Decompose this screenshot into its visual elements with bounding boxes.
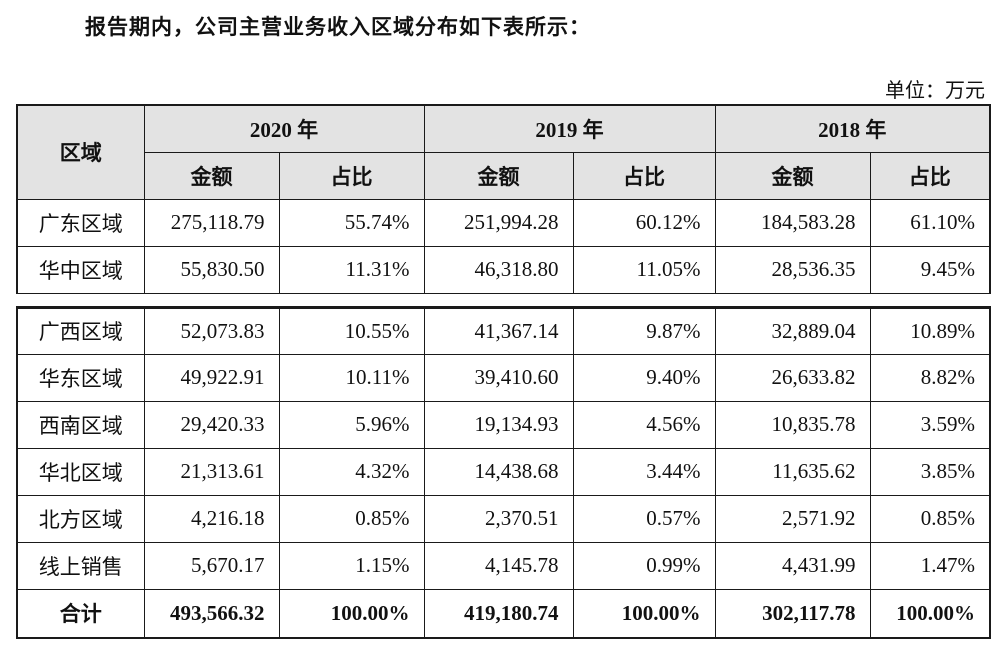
value-cell: 21,313.61 xyxy=(143,447,280,496)
region-name-cell: 华北区域 xyxy=(16,447,145,496)
header-row-metrics: 金额 占比 金额 占比 金额 占比 xyxy=(17,151,991,200)
region-name-cell: 广西区域 xyxy=(16,306,145,355)
value-cell: 0.99% xyxy=(572,541,716,590)
value-cell: 1.47% xyxy=(869,541,991,590)
value-cell: 46,318.80 xyxy=(423,245,574,294)
table-row: 华北区域 21,313.61 4.32% 14,438.68 3.44% 11,635.6… xyxy=(16,447,991,496)
value-cell: 2,571.92 xyxy=(714,494,871,543)
value-cell: 0.85% xyxy=(869,494,991,543)
header-year-2019: 2019 年 xyxy=(423,104,716,153)
value-cell: 100.00% xyxy=(869,588,991,639)
value-cell: 251,994.28 xyxy=(423,198,574,247)
value-cell: 9.87% xyxy=(572,306,716,355)
value-cell: 55.74% xyxy=(278,198,425,247)
value-cell: 302,117.78 xyxy=(714,588,871,639)
value-cell: 19,134.93 xyxy=(423,400,574,449)
value-cell: 11.05% xyxy=(572,245,716,294)
header-region: 区域 xyxy=(16,104,145,200)
revenue-region-table: 区域 2020 年 2019 年 2018 年 金额 占比 金额 占比 金额 占… xyxy=(16,104,991,639)
header-year-2018: 2018 年 xyxy=(714,104,991,153)
value-cell: 14,438.68 xyxy=(423,447,574,496)
value-cell: 5.96% xyxy=(278,400,425,449)
value-cell: 28,536.35 xyxy=(714,245,871,294)
header-share-2018: 占比 xyxy=(869,151,991,200)
value-cell: 1.15% xyxy=(278,541,425,590)
header-row-years: 区域 2020 年 2019 年 2018 年 xyxy=(16,104,991,200)
table-row: 合计 493,566.32 100.00% 419,180.74 100.00% 302,… xyxy=(16,588,991,639)
value-cell: 0.85% xyxy=(278,494,425,543)
table-body-section-1: 广东区域 275,118.79 55.74% 251,994.28 60.12% 184,… xyxy=(16,198,991,294)
table-row: 线上销售 5,670.17 1.15% 4,145.78 0.99% 4,431.99 1.… xyxy=(16,541,991,590)
table-row: 北方区域 4,216.18 0.85% 2,370.51 0.57% 2,571.92 0.… xyxy=(16,494,991,543)
region-name-cell: 广东区域 xyxy=(16,198,145,247)
region-name-cell: 华东区域 xyxy=(16,353,145,402)
header-share-2020: 占比 xyxy=(278,151,425,200)
value-cell: 60.12% xyxy=(572,198,716,247)
table-body-section-2: 广西区域 52,073.83 10.55% 41,367.14 9.87% 32,889.… xyxy=(16,306,991,590)
value-cell: 3.59% xyxy=(869,400,991,449)
value-cell: 493,566.32 xyxy=(143,588,280,639)
region-name-cell: 西南区域 xyxy=(16,400,145,449)
table-section-1: 区域 2020 年 2019 年 2018 年 金额 占比 金额 占比 金额 占… xyxy=(16,104,991,294)
value-cell: 4.56% xyxy=(572,400,716,449)
header-amount-2019: 金额 xyxy=(423,151,574,200)
value-cell: 9.40% xyxy=(572,353,716,402)
value-cell: 10.89% xyxy=(869,306,991,355)
value-cell: 29,420.33 xyxy=(143,400,280,449)
region-name-cell: 华中区域 xyxy=(16,245,145,294)
value-cell: 39,410.60 xyxy=(423,353,574,402)
value-cell: 9.45% xyxy=(869,245,991,294)
value-cell: 100.00% xyxy=(278,588,425,639)
table-header: 区域 2020 年 2019 年 2018 年 金额 占比 金额 占比 金额 占… xyxy=(16,104,991,200)
value-cell: 49,922.91 xyxy=(143,353,280,402)
value-cell: 5,670.17 xyxy=(143,541,280,590)
value-cell: 2,370.51 xyxy=(423,494,574,543)
table-body-total: 合计 493,566.32 100.00% 419,180.74 100.00% 302,… xyxy=(16,588,991,639)
value-cell: 4,145.78 xyxy=(423,541,574,590)
value-cell: 52,073.83 xyxy=(143,306,280,355)
value-cell: 419,180.74 xyxy=(423,588,574,639)
header-year-2020: 2020 年 xyxy=(143,104,425,153)
value-cell: 41,367.14 xyxy=(423,306,574,355)
table-row: 广东区域 275,118.79 55.74% 251,994.28 60.12% 184,… xyxy=(16,198,991,247)
value-cell: 61.10% xyxy=(869,198,991,247)
value-cell: 55,830.50 xyxy=(143,245,280,294)
value-cell: 26,633.82 xyxy=(714,353,871,402)
value-cell: 4,216.18 xyxy=(143,494,280,543)
value-cell: 11.31% xyxy=(278,245,425,294)
table-row: 华东区域 49,922.91 10.11% 39,410.60 9.40% 26,633.… xyxy=(16,353,991,402)
value-cell: 3.44% xyxy=(572,447,716,496)
value-cell: 3.85% xyxy=(869,447,991,496)
value-cell: 0.57% xyxy=(572,494,716,543)
value-cell: 10.11% xyxy=(278,353,425,402)
value-cell: 184,583.28 xyxy=(714,198,871,247)
header-amount-2020: 金额 xyxy=(143,151,280,200)
value-cell: 275,118.79 xyxy=(143,198,280,247)
value-cell: 8.82% xyxy=(869,353,991,402)
value-cell: 4.32% xyxy=(278,447,425,496)
unit-label: 单位：万元 xyxy=(885,80,985,102)
header-share-2019: 占比 xyxy=(572,151,716,200)
table-row: 西南区域 29,420.33 5.96% 19,134.93 4.56% 10,835.7… xyxy=(16,400,991,449)
value-cell: 32,889.04 xyxy=(714,306,871,355)
value-cell: 4,431.99 xyxy=(714,541,871,590)
value-cell: 11,635.62 xyxy=(714,447,871,496)
page-title: 报告期内，公司主营业务收入区域分布如下表所示： xyxy=(85,15,591,39)
region-name-cell: 北方区域 xyxy=(16,494,145,543)
table-row: 广西区域 52,073.83 10.55% 41,367.14 9.87% 32,889.… xyxy=(16,306,991,355)
header-amount-2018: 金额 xyxy=(714,151,871,200)
table-row: 华中区域 55,830.50 11.31% 46,318.80 11.05% 28,536… xyxy=(16,245,991,294)
region-name-cell: 合计 xyxy=(16,588,145,639)
table-section-2: 广西区域 52,073.83 10.55% 41,367.14 9.87% 32,889.… xyxy=(16,305,991,639)
value-cell: 10,835.78 xyxy=(714,400,871,449)
value-cell: 10.55% xyxy=(278,306,425,355)
value-cell: 100.00% xyxy=(572,588,716,639)
region-name-cell: 线上销售 xyxy=(16,541,145,590)
